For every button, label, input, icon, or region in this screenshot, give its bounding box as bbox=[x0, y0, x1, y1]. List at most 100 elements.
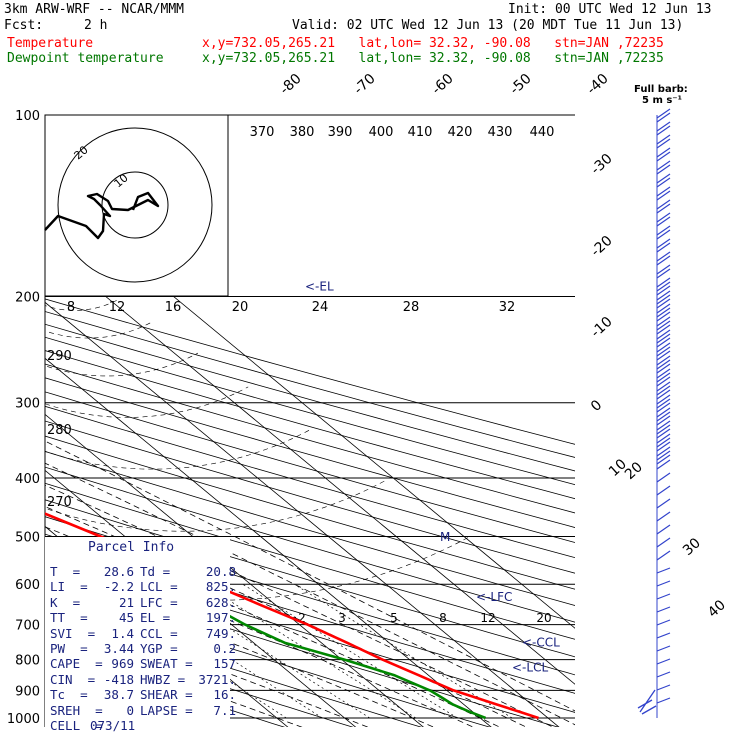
wind-barb-flag bbox=[656, 402, 671, 413]
dry-adiabat bbox=[45, 588, 491, 727]
parcel-value: 0 bbox=[126, 702, 134, 718]
wind-barb bbox=[656, 511, 671, 522]
isotherm-label: -70 bbox=[351, 71, 379, 98]
hodograph-trace bbox=[44, 191, 160, 240]
wind-barb bbox=[656, 329, 671, 348]
lcl-marker: <-LCL bbox=[512, 661, 548, 675]
mixing-ratio-label: 20 bbox=[536, 611, 551, 625]
wind-barb-flag bbox=[656, 550, 671, 561]
dry-adiabat bbox=[45, 435, 575, 590]
pressure-tick-label: 400 bbox=[15, 472, 40, 487]
parcel-value: 28.6 bbox=[103, 564, 134, 579]
wind-barb bbox=[656, 199, 671, 214]
wind-barb bbox=[656, 225, 671, 240]
wind-barb-flag bbox=[656, 671, 671, 678]
legend-dewpoint: Dewpoint temperature bbox=[7, 51, 164, 66]
forecast-label: Fcst: bbox=[4, 18, 44, 33]
wind-barb-flag bbox=[656, 329, 671, 340]
hodo-speed-arc bbox=[45, 479, 387, 532]
wind-barb-flag bbox=[656, 381, 671, 392]
wind-barb-flag bbox=[656, 346, 671, 357]
parcel-value: 7.1 bbox=[213, 702, 236, 718]
hodo-speed-arc bbox=[45, 321, 153, 339]
wind-barb-flag bbox=[656, 268, 671, 279]
isotherm bbox=[45, 469, 357, 727]
parcel-value: 073/11 bbox=[90, 718, 136, 733]
pressure-tick-label: 100 bbox=[15, 109, 40, 124]
wind-barb-flag bbox=[656, 372, 671, 383]
lfc-marker: <-LFC bbox=[476, 590, 512, 604]
hodo-speed-label: 12 bbox=[109, 300, 126, 315]
wind-barb bbox=[656, 632, 671, 639]
hodo-speed-label: 16 bbox=[165, 300, 182, 315]
parcel-value: -2.2 bbox=[103, 579, 134, 595]
wind-barb-flag bbox=[656, 697, 671, 704]
mixing-ratio-line bbox=[242, 583, 458, 719]
wind-barb-flag bbox=[656, 524, 671, 535]
wind-barb-flag bbox=[656, 190, 671, 201]
wind-barb-flag bbox=[656, 203, 671, 214]
wind-barb bbox=[656, 606, 671, 613]
wind-barb-flag bbox=[656, 411, 671, 422]
dry-adiabat bbox=[45, 499, 575, 658]
parcel-info-row: CAPE = 969 SWEAT = 157 bbox=[50, 656, 236, 671]
moist-adiabat bbox=[45, 440, 575, 712]
wind-barb bbox=[656, 433, 671, 452]
wind-barb bbox=[656, 355, 671, 374]
wind-barb-flag bbox=[656, 199, 671, 210]
wind-barb-flag bbox=[656, 593, 671, 600]
wind-barb bbox=[656, 697, 671, 704]
wind-barb-flag bbox=[656, 303, 671, 314]
parcel-value: 3.44 bbox=[103, 641, 134, 656]
parcel-label: CCL = bbox=[140, 625, 178, 641]
wind-barb-flag bbox=[656, 398, 671, 409]
wind-barb-flag bbox=[656, 138, 671, 149]
wind-barb bbox=[656, 658, 671, 665]
wind-barb-flag bbox=[656, 658, 671, 665]
mixing-ratio-label: 8 bbox=[439, 611, 447, 625]
wind-barb-flag bbox=[656, 368, 671, 379]
parcel-value: 157 bbox=[213, 656, 236, 672]
el-marker: <-EL bbox=[305, 280, 334, 294]
theta-label: 420 bbox=[448, 125, 473, 140]
parcel-value: 749. bbox=[205, 625, 236, 641]
isotherm-label: 40 bbox=[705, 597, 729, 621]
ccl-marker: <-CCL bbox=[522, 635, 560, 649]
wind-barb-flag bbox=[656, 567, 671, 574]
parcel-value: 45 bbox=[118, 610, 134, 626]
parcel-label: SVI = bbox=[50, 625, 96, 641]
wind-barb bbox=[656, 524, 671, 535]
location-line-temp: x,y=732.05,265.21 lat,lon= 32.32, -90.08… bbox=[202, 36, 664, 51]
theta-label-left: 280 bbox=[47, 423, 72, 438]
parcel-info-row: PW = 3.44 YGP = 0.2 bbox=[50, 641, 236, 656]
wind-barb-flag bbox=[656, 216, 671, 227]
dry-adiabat bbox=[45, 608, 423, 727]
parcel-label: K = bbox=[50, 594, 81, 610]
temperature-line bbox=[45, 512, 539, 720]
forecast-hour: 2 h bbox=[84, 18, 108, 33]
wind-barb bbox=[656, 303, 671, 322]
theta-label: 400 bbox=[369, 125, 394, 140]
parcel-label: T = bbox=[50, 564, 81, 579]
wind-barb-flag bbox=[656, 177, 671, 188]
pressure-tick-label: 600 bbox=[15, 578, 40, 593]
parcel-label: PW = bbox=[50, 641, 88, 656]
wind-barb-flag bbox=[656, 281, 671, 292]
wind-barb-flag bbox=[656, 454, 671, 465]
parcel-info-box bbox=[45, 537, 230, 727]
isotherm bbox=[45, 301, 560, 727]
theta-label-left: 290 bbox=[47, 349, 72, 364]
wind-barb bbox=[656, 550, 671, 561]
wind-barb bbox=[656, 316, 671, 335]
wind-barb bbox=[656, 407, 671, 426]
wind-barb-flag bbox=[656, 186, 671, 197]
model-title: 3km ARW-WRF -- NCAR/MMM bbox=[4, 2, 185, 17]
wind-barb bbox=[656, 459, 671, 470]
wind-barb-flag bbox=[656, 394, 671, 405]
isotherm-label: 0 bbox=[588, 397, 605, 415]
isotherm bbox=[45, 357, 492, 727]
wind-barb bbox=[656, 108, 671, 123]
wind-barb-flag bbox=[656, 350, 671, 361]
parcel-info-row: LI = -2.2 LCL = 825. bbox=[50, 579, 236, 594]
parcel-label: CELL = bbox=[50, 718, 103, 733]
